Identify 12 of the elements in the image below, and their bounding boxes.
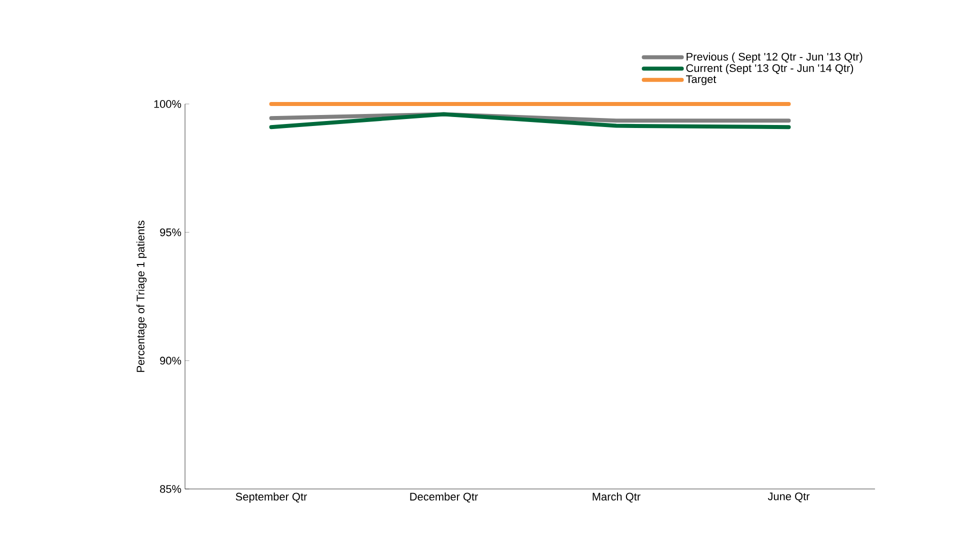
y-tick-label: 95% — [160, 228, 182, 236]
x-tick-label: June Qtr — [768, 492, 810, 502]
legend-label: Previous ( Sept '12 Qtr - Jun '13 Qtr) — [686, 52, 862, 63]
y-tick-label: 90% — [160, 356, 182, 365]
y-axis-title: Percentage of Triage 1 patients — [136, 220, 147, 372]
x-tick-label: March Qtr — [592, 492, 640, 503]
x-tick-label: December Qtr — [410, 492, 478, 503]
y-tick-label: 100% — [154, 100, 182, 108]
legend-label: Current (Sept '13 Qtr - Jun '14 Qtr) — [686, 64, 854, 74]
x-tick-label: September Qtr — [236, 492, 307, 503]
y-tick-label: 85% — [160, 485, 182, 493]
legend-label: Target — [686, 75, 716, 86]
